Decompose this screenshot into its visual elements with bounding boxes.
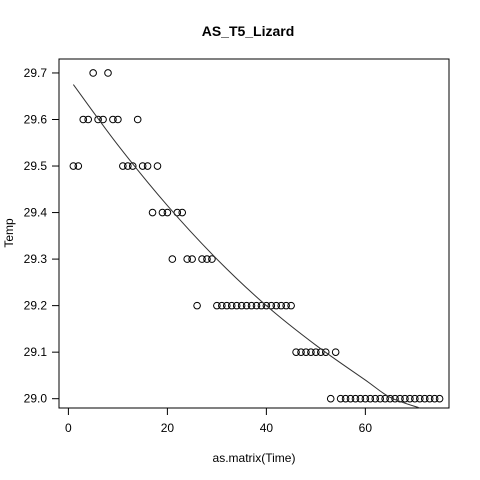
data-point [406,394,414,403]
plot-frame [58,58,450,409]
data-point [366,394,375,403]
fitted-curve [72,84,420,409]
data-point [138,162,147,170]
x-tick-label: 20 [161,421,175,435]
data-point [198,255,206,263]
x-tick-label: 60 [359,421,373,435]
data-point [104,69,112,77]
y-tick-label: 29.7 [24,66,48,80]
data-point [401,394,409,403]
data-point [128,162,137,170]
data-point [163,208,172,217]
data-point [297,348,305,356]
data-point [74,162,83,170]
data-point [277,301,286,310]
data-point [415,394,424,403]
data-point [143,162,152,170]
y-tick-label: 29.6 [24,112,48,126]
data-point [213,301,221,310]
data-point [307,348,315,356]
data-point [252,301,261,310]
data-point [183,255,191,263]
data-point [193,301,201,310]
data-points [69,69,444,403]
data-point [361,394,370,403]
data-point [411,394,419,403]
data-point [247,301,256,310]
data-point [356,394,365,403]
chart-title: AS_T5_Lizard [202,23,295,39]
y-axis: 29.0 29.1 29.2 29.3 29.4 29.5 29.6 29.7 [24,66,59,406]
data-point [153,162,162,170]
data-point [346,394,355,403]
data-point [371,394,380,403]
data-point [302,348,310,356]
y-axis-label: Temp [2,218,16,248]
data-point [420,394,429,403]
data-point [232,301,241,310]
y-tick-label: 29.5 [24,159,48,173]
data-point [435,394,444,403]
data-point [84,115,93,124]
x-axis-label: as.matrix(Time) [213,451,296,465]
y-tick-label: 29.1 [24,345,48,359]
data-point [114,115,122,124]
x-tick-label: 0 [65,421,72,435]
data-point [341,394,350,403]
data-point [188,255,196,263]
data-point [89,69,97,77]
data-point [119,162,127,170]
data-point [69,162,78,170]
data-point [425,394,434,403]
data-point [267,301,276,310]
data-point [336,394,345,403]
data-point [208,255,216,263]
data-point [396,394,404,403]
data-point [391,394,399,403]
y-tick-label: 29.3 [24,252,48,266]
data-point [203,255,211,263]
data-point [109,115,117,124]
data-point [376,394,385,403]
data-point [331,348,340,356]
data-point [292,348,300,356]
data-point [99,115,107,124]
data-point [148,208,157,217]
y-tick-label: 29.4 [24,206,48,220]
data-point [158,208,167,217]
data-point [257,301,266,310]
data-point [168,255,177,263]
data-point [282,301,290,310]
y-tick-label: 29.2 [24,299,48,313]
data-point [133,115,142,124]
data-point [430,394,439,403]
data-point [262,301,271,310]
data-point [351,394,360,403]
data-point [287,301,295,310]
x-tick-label: 40 [260,421,274,435]
data-point [178,208,187,217]
data-point [123,162,132,170]
data-point [381,394,389,403]
y-tick-label: 29.0 [24,392,48,406]
data-point [222,301,231,310]
data-point [326,394,335,403]
data-point [227,301,236,310]
data-point [79,115,88,124]
data-point [321,348,330,356]
data-point [237,301,246,310]
data-point [312,348,320,356]
x-axis: 0 20 40 60 [65,408,372,435]
data-point [218,301,226,310]
data-point [94,115,102,124]
data-point [242,301,251,310]
data-point [272,301,281,310]
